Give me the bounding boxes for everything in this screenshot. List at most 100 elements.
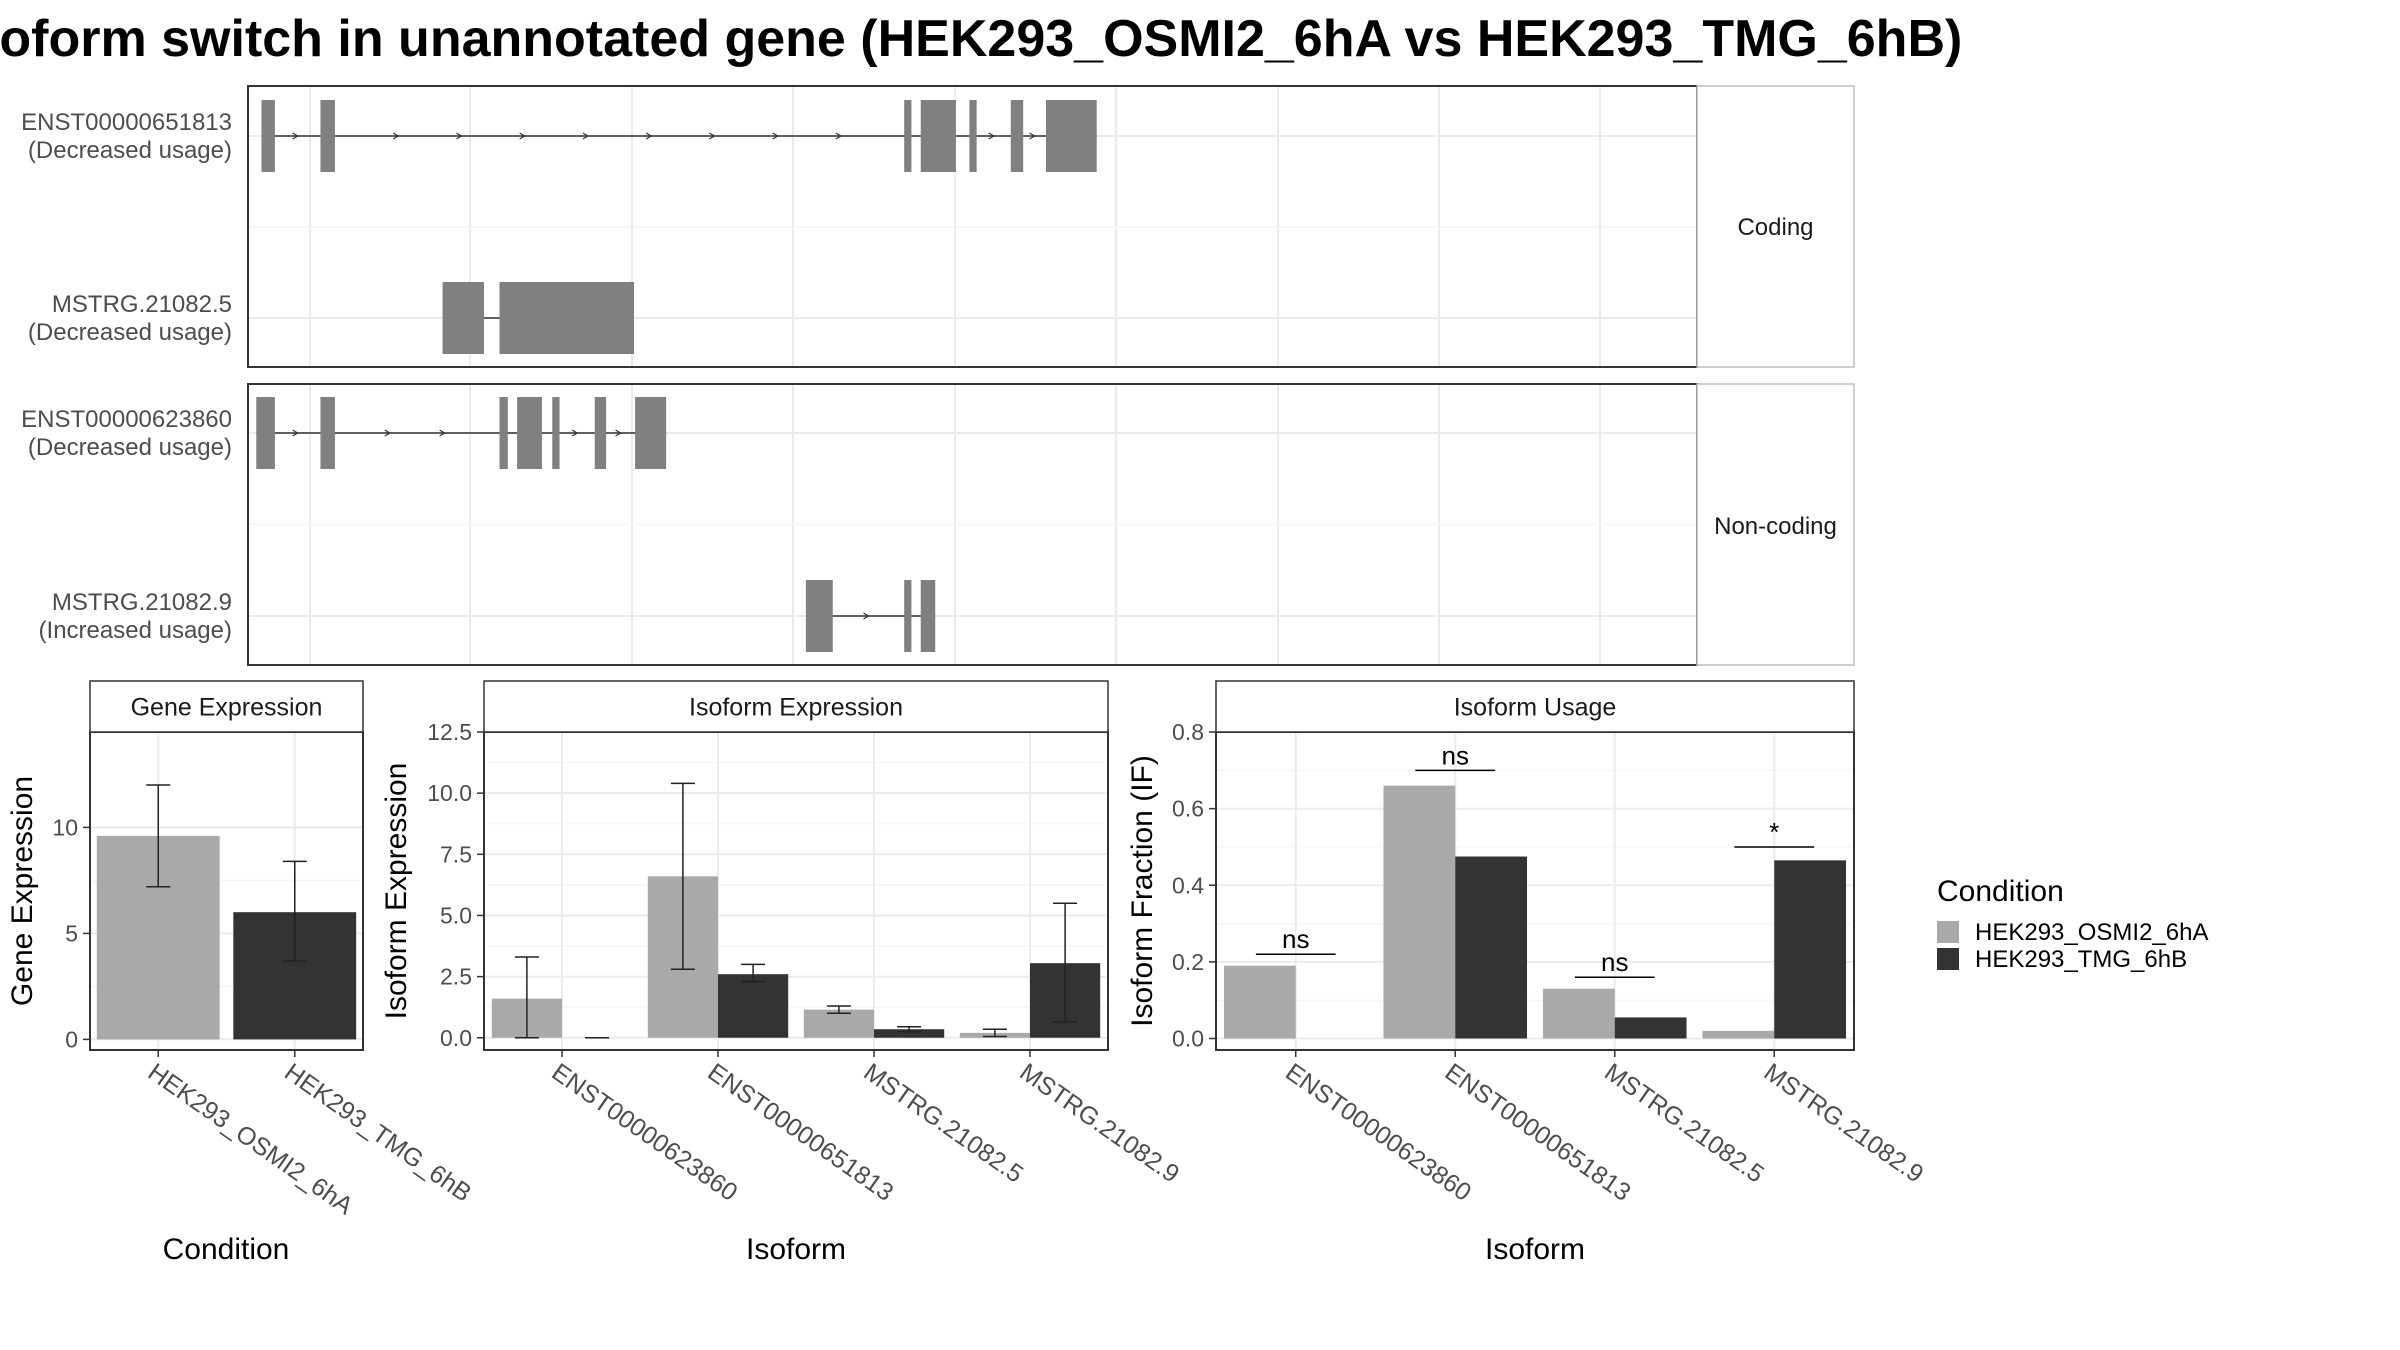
y-tick-label: 0.0 — [440, 1025, 472, 1051]
exon — [635, 397, 667, 469]
isoform-track: ENST00000651813(Decreased usage) — [21, 100, 1097, 172]
exon — [256, 397, 275, 469]
exon — [805, 580, 833, 652]
bar — [1542, 988, 1615, 1039]
y-tick-label: 0.6 — [1172, 796, 1204, 822]
transcript-structure-plot: ENST00000651813(Decreased usage)MSTRG.21… — [21, 85, 1855, 666]
plot-background — [484, 732, 1108, 1050]
chart-title-strip — [483, 680, 1109, 733]
x-axis-title: Isoform — [746, 1233, 846, 1266]
exon — [320, 397, 335, 469]
strand-arrow — [863, 612, 870, 620]
y-tick-label: 0.8 — [1172, 719, 1204, 745]
exon — [904, 100, 912, 172]
significance-label: ns — [1282, 924, 1309, 954]
isoform-usage-label: (Increased usage) — [39, 617, 232, 644]
exon — [261, 100, 275, 172]
legend-swatch — [1937, 948, 1959, 970]
y-tick-label: 7.5 — [440, 841, 472, 867]
isoform-name-label: ENST00000651813 — [21, 109, 232, 136]
exon — [1045, 100, 1097, 172]
legend-item-label: HEK293_OSMI2_6hA — [1975, 919, 2208, 946]
y-tick-label: 10.0 — [427, 780, 472, 806]
chart-title: Isoform Expression — [689, 694, 903, 722]
x-axis-title: Condition — [163, 1233, 290, 1266]
facet-label: Non-coding — [1714, 513, 1837, 540]
facet-label: Coding — [1737, 214, 1813, 241]
y-tick-label: 0.4 — [1172, 872, 1204, 898]
exon — [904, 580, 912, 652]
chart-title-strip — [89, 680, 364, 733]
exon — [499, 282, 635, 354]
y-tick-label: 5 — [65, 920, 78, 946]
x-tick-label: MSTRG.21082.9 — [1015, 1058, 1185, 1189]
exon — [1010, 100, 1024, 172]
significance-label: ns — [1442, 740, 1469, 770]
chart-title-strip — [1215, 680, 1855, 733]
bar — [1774, 860, 1847, 1039]
strand-arrow — [1029, 132, 1036, 140]
strand-arrow — [292, 429, 299, 437]
y-tick-label: 0.0 — [1172, 1026, 1204, 1052]
isoform-track: MSTRG.21082.5(Decreased usage) — [28, 282, 635, 354]
legend-swatch — [1937, 921, 1959, 943]
y-axis-title: Isoform Expression — [380, 763, 413, 1020]
x-tick-label: MSTRG.21082.9 — [1759, 1058, 1929, 1189]
isoform-name-label: MSTRG.21082.5 — [52, 291, 232, 318]
significance-label: ns — [1601, 947, 1628, 977]
strand-arrow — [615, 429, 622, 437]
isoform-usage-label: (Decreased usage) — [28, 137, 232, 164]
strand-arrow — [571, 429, 579, 437]
exon — [442, 282, 484, 354]
chart-title: Isoform Usage — [1454, 694, 1617, 722]
strand-arrow — [835, 132, 843, 140]
strand-arrow — [392, 132, 400, 140]
bar — [803, 1009, 874, 1038]
isoform-name-label: ENST00000623860 — [21, 406, 232, 433]
strand-arrow — [439, 429, 446, 437]
bar — [1455, 856, 1528, 1039]
significance-label: * — [1769, 817, 1779, 847]
bar — [874, 1029, 945, 1038]
chart-title: Gene Expression — [131, 694, 323, 722]
y-tick-label: 12.5 — [427, 719, 472, 745]
strand-arrow — [292, 132, 299, 140]
isoform-track: ENST00000623860(Decreased usage) — [21, 397, 667, 469]
y-tick-label: 2.5 — [440, 964, 472, 990]
strand-arrow — [456, 132, 463, 140]
strand-arrow — [519, 132, 526, 140]
strand-arrow — [645, 132, 653, 140]
structure-panel-non-coding: ENST00000623860(Decreased usage) MSTRG.21… — [21, 383, 1855, 666]
legend-title: Condition — [1937, 875, 2064, 908]
bar — [718, 974, 789, 1038]
isoform-name-label: MSTRG.21082.9 — [52, 589, 232, 616]
exon — [517, 397, 542, 469]
bar — [1383, 785, 1456, 1039]
exon — [552, 397, 560, 469]
y-tick-label: 0.2 — [1172, 949, 1204, 975]
strand-arrow — [772, 132, 779, 140]
x-tick-label: MSTRG.21082.5 — [1599, 1058, 1769, 1189]
exon — [594, 397, 607, 469]
facet-strip — [1696, 383, 1855, 666]
isoform-usage-label: (Decreased usage) — [28, 434, 232, 461]
y-tick-label: 10 — [52, 814, 78, 840]
bar-charts: Gene Expression0510HEK293_OSMI2_6hAHEK29… — [6, 680, 1929, 1266]
bar — [1702, 1030, 1775, 1039]
strand-arrow — [582, 132, 590, 140]
y-tick-label: 0 — [65, 1026, 78, 1052]
y-axis-title: Gene Expression — [6, 776, 39, 1006]
y-tick-label: 5.0 — [440, 902, 472, 928]
strand-arrow — [988, 132, 995, 140]
facet-strip — [1696, 85, 1855, 368]
legend-item-label: HEK293_TMG_6hB — [1975, 946, 2187, 973]
bar-chart-1: Isoform Expression0.02.55.07.510.012.5EN… — [380, 680, 1185, 1266]
exon — [920, 580, 936, 652]
x-axis-title: Isoform — [1485, 1233, 1585, 1266]
bar — [1223, 965, 1296, 1039]
bar — [1614, 1017, 1687, 1039]
isoform-usage-label: (Decreased usage) — [28, 319, 232, 346]
